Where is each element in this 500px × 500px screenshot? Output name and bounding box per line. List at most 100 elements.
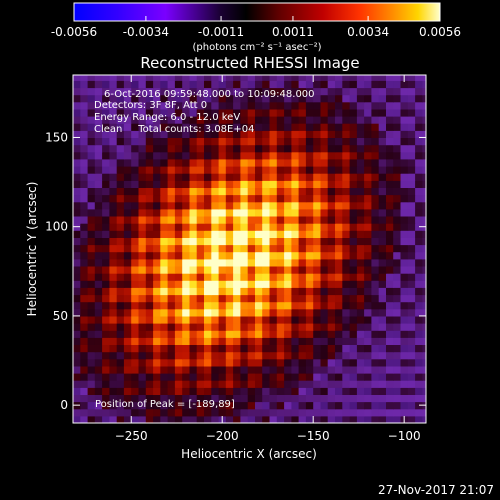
heatmap-cell <box>349 294 358 303</box>
heatmap-cell <box>407 373 416 381</box>
heatmap-cell <box>80 180 89 188</box>
heatmap-cell <box>94 230 103 238</box>
heatmap-cell <box>305 230 314 238</box>
heatmap-cell <box>196 87 205 96</box>
heatmap-cell <box>335 94 343 103</box>
heatmap-cell <box>160 323 169 331</box>
heatmap-cell <box>386 323 394 331</box>
heatmap-cell <box>356 387 365 395</box>
heatmap-cell <box>145 151 154 160</box>
heatmap-cell <box>102 230 110 238</box>
heatmap-cell <box>298 273 307 281</box>
heatmap-cell <box>356 130 365 138</box>
heatmap-cell <box>415 415 423 423</box>
heatmap-cell <box>349 201 358 210</box>
colorbar-tick-label: -0.0034 <box>123 25 169 39</box>
heatmap-cell <box>386 80 394 89</box>
heatmap-cell <box>422 344 426 353</box>
heatmap-cell <box>233 158 241 167</box>
heatmap-cell <box>422 258 426 267</box>
heatmap-cell <box>356 158 365 167</box>
heatmap-cell <box>211 387 220 395</box>
heatmap-cell <box>342 151 351 160</box>
heatmap-cell <box>371 287 380 296</box>
heatmap-cell <box>240 223 249 231</box>
heatmap-cell <box>291 237 300 246</box>
heatmap-cell <box>276 144 285 153</box>
heatmap-cell <box>415 208 423 217</box>
heatmap-cell <box>145 380 154 388</box>
heatmap-cell <box>393 166 401 174</box>
heatmap-cell <box>327 130 336 138</box>
heatmap-cell <box>393 301 401 310</box>
heatmap-cell <box>109 108 118 117</box>
heatmap-cell <box>349 315 358 324</box>
heatmap-cell <box>378 87 387 96</box>
heatmap-cell <box>415 216 423 224</box>
heatmap-cell <box>349 180 358 188</box>
heatmap-cell <box>400 273 409 281</box>
heatmap-cell <box>123 280 132 288</box>
heatmap-cell <box>94 137 103 146</box>
heatmap-cell <box>80 237 89 246</box>
heatmap-cell <box>167 323 176 331</box>
heatmap-cell <box>364 358 372 367</box>
heatmap-cell <box>225 144 234 153</box>
heatmap-cell <box>116 337 125 345</box>
heatmap-cell <box>116 166 125 174</box>
heatmap-cell <box>174 415 183 423</box>
heatmap-cell <box>276 308 285 317</box>
heatmap-cell <box>262 273 270 281</box>
heatmap-cell <box>87 373 96 381</box>
heatmap-cell <box>131 223 139 231</box>
heatmap-cell <box>371 201 380 210</box>
heatmap-cell <box>153 151 161 160</box>
heatmap-cell <box>364 166 372 174</box>
heatmap-cell <box>160 273 169 281</box>
heatmap-cell <box>131 244 139 253</box>
heatmap-cell <box>291 201 300 210</box>
heatmap-cell <box>145 187 154 196</box>
heatmap-cell <box>291 323 300 331</box>
heatmap-cell <box>174 223 183 231</box>
heatmap-cell <box>356 401 365 410</box>
heatmap-cell <box>247 280 256 288</box>
heatmap-cell <box>400 137 409 146</box>
heatmap-cell <box>422 151 426 160</box>
heatmap-cell <box>109 301 118 310</box>
heatmap-cell <box>313 323 321 331</box>
heatmap-cell <box>386 87 394 96</box>
heatmap-cell <box>87 280 96 288</box>
heatmap-cell <box>320 287 329 296</box>
heatmap-cell <box>116 323 125 331</box>
heatmap-cell <box>291 380 300 388</box>
heatmap-cell <box>73 94 81 103</box>
heatmap-cell <box>233 415 241 423</box>
heatmap-cell <box>131 351 139 360</box>
heatmap-cell <box>145 315 154 324</box>
heatmap-cell <box>145 358 154 367</box>
heatmap-cell <box>240 315 249 324</box>
heatmap-cell <box>400 108 409 117</box>
heatmap-cell <box>182 380 190 388</box>
heatmap-cell <box>320 344 329 353</box>
heatmap-cell <box>255 415 263 423</box>
heatmap-cell <box>94 116 103 124</box>
heatmap-cell <box>145 323 154 331</box>
heatmap-cell <box>378 280 387 288</box>
heatmap-cell <box>204 287 212 296</box>
heatmap-cell <box>94 323 103 331</box>
heatmap-cell <box>182 151 190 160</box>
heatmap-cell <box>255 365 263 374</box>
heatmap-cell <box>240 108 249 117</box>
heatmap-cell <box>211 373 220 381</box>
heatmap-cell <box>247 180 256 188</box>
heatmap-cell <box>276 287 285 296</box>
heatmap-cell <box>320 151 329 160</box>
heatmap-cell <box>87 387 96 395</box>
heatmap-cell <box>342 408 351 417</box>
heatmap-cell <box>116 130 125 138</box>
heatmap-cell <box>305 216 314 224</box>
heatmap-cell <box>109 415 118 423</box>
heatmap-cell <box>109 401 118 410</box>
